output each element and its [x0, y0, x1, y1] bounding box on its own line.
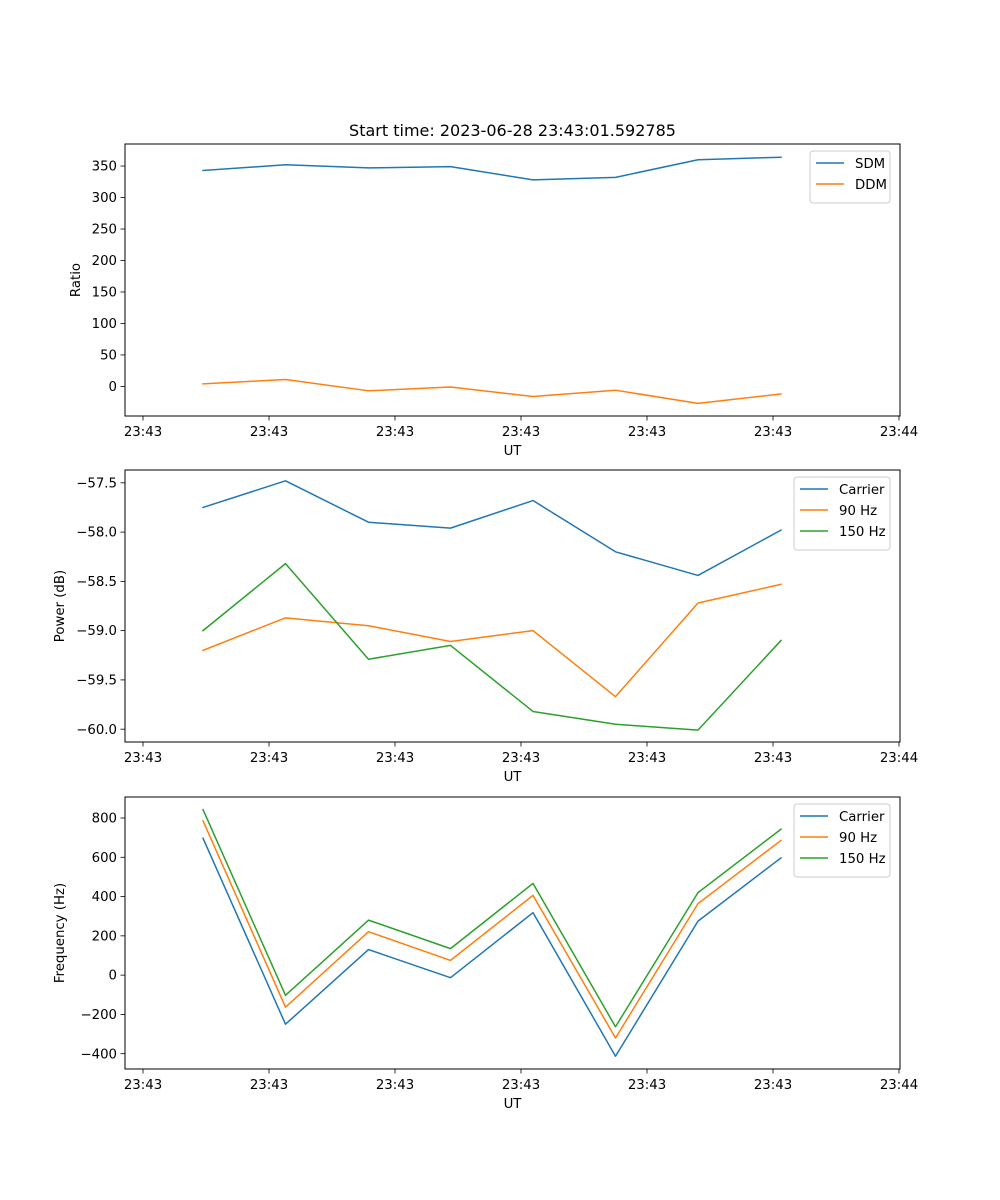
subplot-power: 23:43 23:43 23:43 23:43 23:43 23:43 23:44 −57.5… [53, 469, 918, 785]
axes-frame [124, 469, 901, 743]
legend-label: DDM [855, 178, 887, 193]
axes-frame [124, 143, 901, 417]
y-tick-label: 0 [109, 380, 117, 395]
x-tick-label: 23:43 [628, 1078, 666, 1093]
series-line-90-hz [202, 583, 782, 698]
x-tick-label: 23:43 [502, 425, 540, 440]
x-tick-label: 23:43 [250, 1078, 288, 1093]
y-tick-label: −200 [80, 1008, 117, 1023]
y-tick-label: 250 [92, 223, 117, 238]
legend: SDM DDM [809, 150, 891, 204]
x-tick-label: 23:43 [628, 751, 666, 766]
x-axis-label: UT [504, 1097, 523, 1112]
y-tick-label: −59.0 [76, 624, 117, 639]
series-line-90-hz [202, 819, 783, 1039]
x-tick-label: 23:43 [376, 751, 414, 766]
y-tick-label: 0 [109, 969, 117, 984]
y-tick-label: 150 [92, 286, 117, 301]
x-axis-label: UT [504, 770, 523, 785]
x-tick-label: 23:44 [880, 1078, 918, 1093]
legend-label: 90 Hz [839, 831, 877, 846]
x-tick-label: 23:43 [376, 425, 414, 440]
y-tick-label: −59.5 [76, 674, 117, 689]
y-tick-label: 800 [92, 812, 117, 827]
series-line-ddm [202, 378, 782, 405]
legend-box [809, 150, 891, 204]
y-tick-label: −58.5 [76, 575, 117, 590]
x-tick-label: 23:43 [754, 425, 792, 440]
legend-label: Carrier [839, 483, 885, 498]
legend-label: 150 Hz [839, 852, 886, 867]
y-tick-label: 200 [92, 929, 117, 944]
y-axis-label: Ratio [69, 263, 84, 297]
x-tick-label: 23:43 [250, 425, 288, 440]
series-line-150-hz [201, 562, 783, 731]
legend-label: 90 Hz [839, 504, 877, 519]
series-line-150-hz [202, 808, 783, 1028]
x-axis-label: UT [504, 444, 523, 459]
x-tick-label: 23:43 [754, 1078, 792, 1093]
series-line-carrier [202, 837, 783, 1057]
y-tick-label: −400 [80, 1047, 117, 1062]
y-tick-label: 200 [92, 254, 117, 269]
y-tick-label: −58.0 [76, 526, 117, 541]
y-tick-label: 600 [92, 851, 117, 866]
x-tick-label: 23:43 [124, 751, 162, 766]
y-tick-label: 300 [92, 191, 117, 206]
series-line-sdm [202, 156, 782, 181]
x-tick-label: 23:43 [250, 751, 288, 766]
x-tick-label: 23:43 [502, 751, 540, 766]
y-axis-label: Power (dB) [53, 570, 68, 642]
y-tick-label: −57.5 [76, 476, 117, 491]
x-tick-label: 23:44 [880, 425, 918, 440]
y-tick-label: −60.0 [76, 723, 117, 738]
legend: Carrier 90 Hz 150 Hz [793, 476, 891, 551]
x-tick-label: 23:43 [376, 1078, 414, 1093]
y-axis-label: Frequency (Hz) [53, 883, 68, 983]
x-tick-label: 23:43 [124, 1078, 162, 1093]
series-line-carrier [202, 480, 783, 577]
legend: Carrier 90 Hz 150 Hz [793, 803, 891, 878]
subplot-ratio: 23:43 23:43 23:43 23:43 23:43 23:43 23:44 0 50 10… [69, 143, 918, 459]
x-tick-label: 23:43 [124, 425, 162, 440]
subplot-frequency: 23:43 23:43 23:43 23:43 23:43 23:43 23:44 −400 −… [53, 796, 918, 1112]
y-tick-label: 100 [92, 317, 117, 332]
y-tick-label: 400 [92, 890, 117, 905]
x-tick-label: 23:44 [880, 751, 918, 766]
figure-title: Start time: 2023-06-28 23:43:01.592785 [349, 121, 676, 140]
x-tick-label: 23:43 [628, 425, 666, 440]
y-tick-label: 50 [100, 349, 117, 364]
y-tick-label: 350 [92, 160, 117, 175]
axes-frame [124, 796, 901, 1070]
legend-label: SDM [855, 157, 885, 172]
x-tick-label: 23:43 [502, 1078, 540, 1093]
legend-label: Carrier [839, 810, 885, 825]
legend-label: 150 Hz [839, 525, 886, 540]
x-tick-label: 23:43 [754, 751, 792, 766]
